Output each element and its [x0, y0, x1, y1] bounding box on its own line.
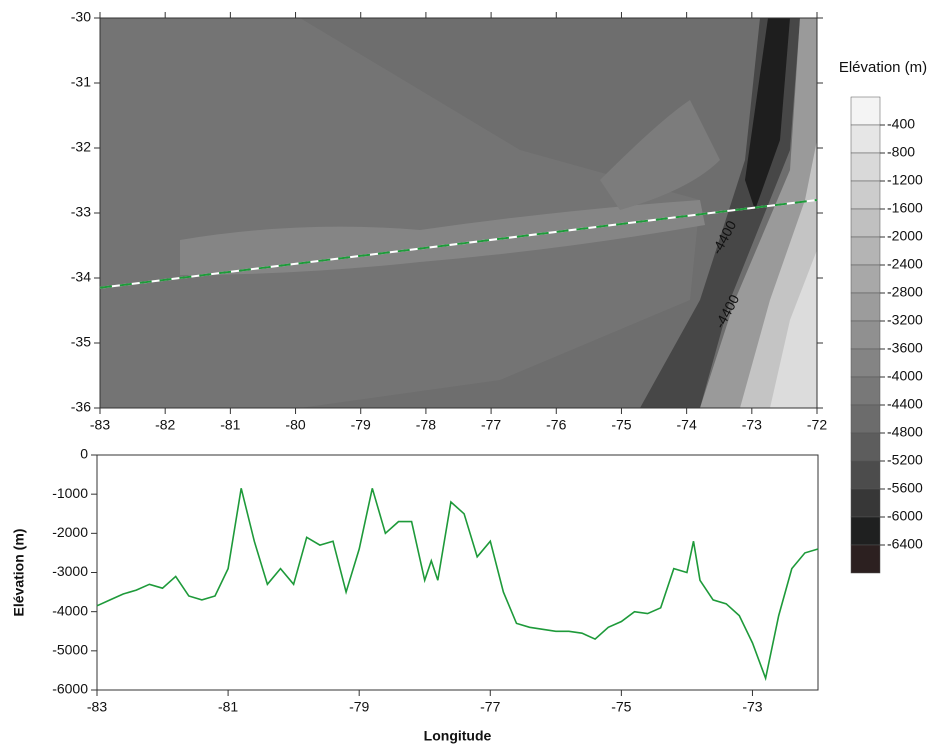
x-tick-label: -73: [742, 699, 762, 715]
colorbar-label: -5600: [887, 480, 923, 496]
colorbar-box: [850, 460, 881, 490]
colorbar-label: -4800: [887, 424, 923, 440]
y-tick-label: -6000: [52, 681, 88, 697]
x-tick-label: -80: [285, 417, 305, 433]
x-tick-label: -75: [611, 699, 631, 715]
y-tick-label: -2000: [52, 524, 88, 540]
colorbar-label: -3600: [887, 340, 923, 356]
x-tick-label: -72: [807, 417, 827, 433]
colorbar-label: -800: [887, 144, 915, 160]
colorbar-label: -1600: [887, 200, 923, 216]
colorbar-box: [850, 208, 881, 238]
y-tick-label: 0: [80, 446, 88, 462]
x-tick-label: -73: [742, 417, 762, 433]
x-tick-label: -81: [220, 417, 240, 433]
x-tick-label: -77: [480, 699, 500, 715]
colorbar-title: Elévation (m): [839, 59, 927, 76]
colorbar-label: -1200: [887, 172, 923, 188]
profile-line-dashed: [99, 199, 818, 289]
colorbar-box: [850, 180, 881, 210]
y-tick-label: -32: [71, 139, 91, 155]
colorbar-label: -2800: [887, 284, 923, 300]
y-tick-label: -36: [71, 399, 91, 415]
colorbar-box: [850, 488, 881, 518]
x-axis-label: Longitude: [424, 728, 492, 744]
colorbar-label: -3200: [887, 312, 923, 328]
shelf: [770, 250, 817, 408]
profile-series: [96, 488, 819, 682]
y-tick-label: -34: [71, 269, 91, 285]
y-tick-label: -30: [71, 9, 91, 25]
colorbar-label: -6000: [887, 508, 923, 524]
y-tick-label: -1000: [52, 485, 88, 501]
ridge-patch: [180, 200, 705, 275]
y-tick-label: -5000: [52, 642, 88, 658]
colorbar-label: -4400: [887, 396, 923, 412]
colorbar-box: [850, 152, 881, 182]
y-tick-label: -35: [71, 334, 91, 350]
colorbar-label: -2400: [887, 256, 923, 272]
colorbar-box: [850, 96, 881, 126]
trench-deep: [745, 18, 790, 210]
y-tick-label: -4000: [52, 602, 88, 618]
colorbar-box: [850, 432, 881, 462]
colorbar-box: [850, 320, 881, 350]
x-tick-label: -79: [349, 699, 369, 715]
colorbar-box: [850, 236, 881, 266]
colorbar-label: -4000: [887, 368, 923, 384]
field-patch: [100, 18, 700, 408]
x-tick-label: -83: [90, 417, 110, 433]
colorbar-box: [850, 264, 881, 294]
plot-frame: [96, 454, 819, 691]
x-tick-label: -78: [416, 417, 436, 433]
x-tick-label: -82: [155, 417, 175, 433]
elevation-field: [100, 18, 817, 408]
colorbar-box: [850, 348, 881, 378]
colorbar-label: -2000: [887, 228, 923, 244]
y-tick-label: -3000: [52, 563, 88, 579]
colorbar-label: -400: [887, 116, 915, 132]
colorbar-box: [850, 404, 881, 434]
colorbar-box: [850, 544, 881, 574]
colorbar-label: -5200: [887, 452, 923, 468]
y-axis-label: Elévation (m): [11, 529, 27, 617]
x-tick-label: -83: [87, 699, 107, 715]
colorbar-box: [850, 124, 881, 154]
colorbar-box: [850, 292, 881, 322]
x-tick-label: -74: [677, 417, 697, 433]
colorbar-box: [850, 376, 881, 406]
x-tick-label: -75: [611, 417, 631, 433]
y-tick-label: -33: [71, 204, 91, 220]
field-patch: [600, 100, 720, 210]
y-tick-label: -31: [71, 74, 91, 90]
x-tick-label: -77: [481, 417, 501, 433]
colorbar-label: -6400: [887, 536, 923, 552]
colorbar-box: [850, 516, 881, 546]
x-tick-label: -79: [351, 417, 371, 433]
x-tick-label: -76: [546, 417, 566, 433]
x-tick-label: -81: [218, 699, 238, 715]
